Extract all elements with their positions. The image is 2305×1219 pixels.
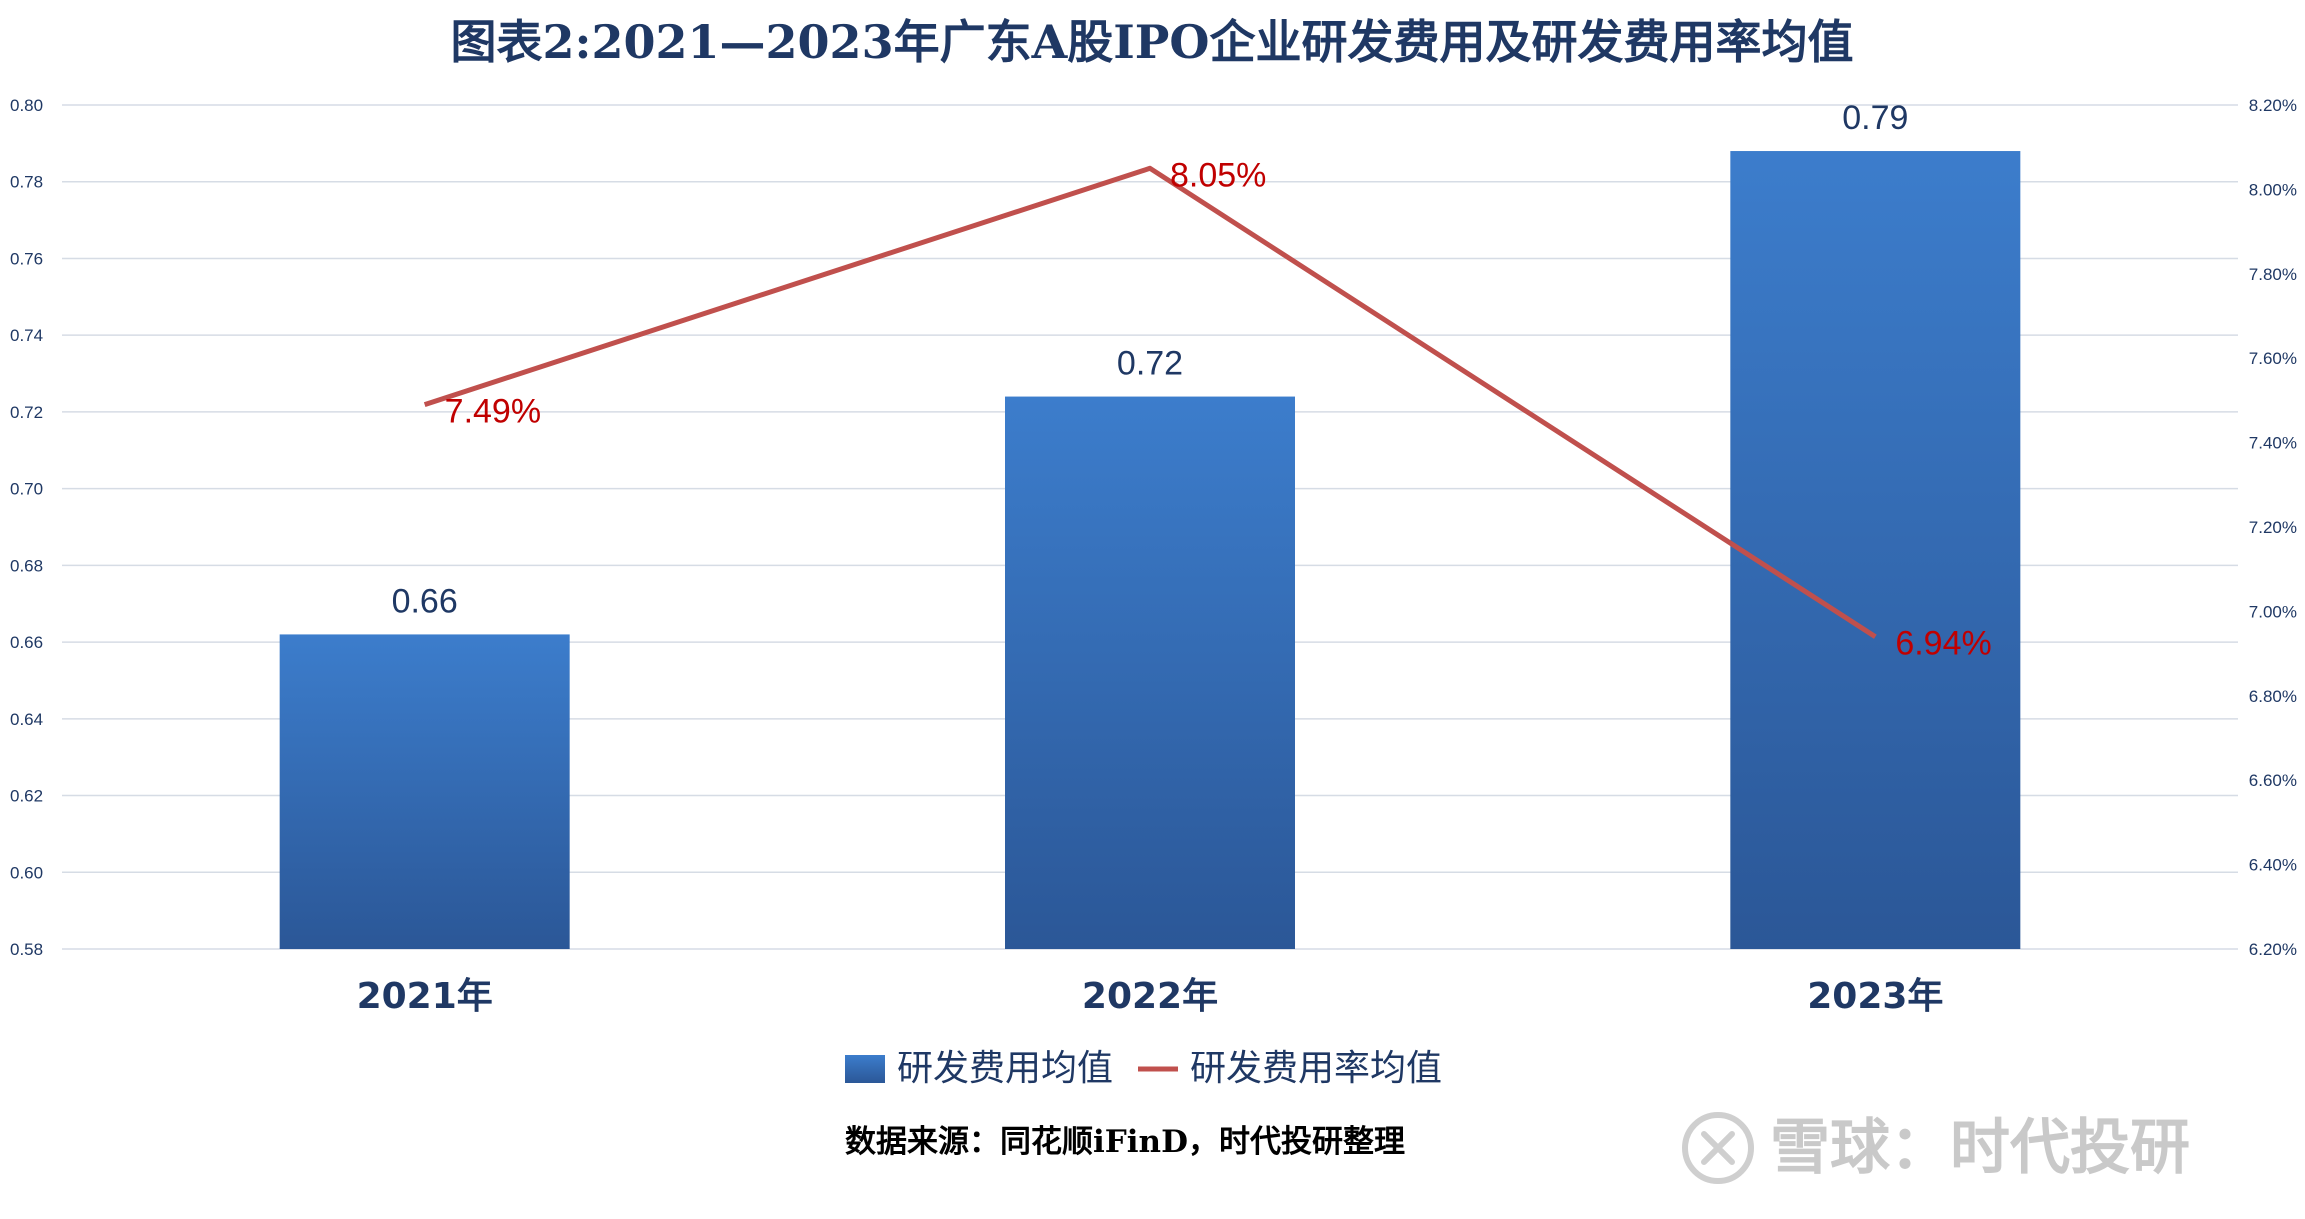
left-tick-label: 0.70: [10, 480, 43, 499]
left-tick-label: 0.74: [10, 326, 43, 345]
right-tick-label: 6.40%: [2249, 856, 2297, 875]
line-data-label: 7.49%: [445, 393, 541, 431]
left-tick-label: 0.62: [10, 787, 43, 806]
bar-data-label: 0.66: [392, 582, 458, 620]
watermark-text: 雪球：时代投研: [1770, 1113, 2190, 1183]
series-line: [423, 165, 1877, 639]
legend-bar-swatch: [845, 1055, 885, 1083]
bar: [1005, 396, 1295, 950]
left-tick-label: 0.72: [10, 403, 43, 422]
line-data-label: 6.94%: [1895, 625, 1991, 663]
source-note: 数据来源：同花顺iFinD，时代投研整理: [845, 1124, 1405, 1160]
bar-data-labels: 0.66 0.72 0.79: [392, 99, 1909, 620]
line-data-labels: 7.49% 8.05% 6.94%: [445, 156, 1992, 662]
legend-bar-label: 研发费用均值: [897, 1048, 1113, 1089]
right-tick-label: 6.20%: [2249, 940, 2297, 959]
left-tick-label: 0.66: [10, 633, 43, 652]
legend: 研发费用均值 研发费用率均值: [845, 1048, 1442, 1089]
right-tick-label: 7.00%: [2249, 602, 2297, 621]
left-tick-label: 0.58: [10, 940, 43, 959]
category-label: 2022年: [1082, 976, 1218, 1017]
chart-title: 图表2:2021—2023年广东A股IPO企业研发费用及研发费用率均值: [451, 15, 1854, 69]
snowball-logo-icon: [1682, 1112, 1754, 1184]
left-tick-label: 0.60: [10, 863, 43, 882]
category-labels: 2021年 2022年 2023年: [357, 976, 1944, 1017]
bar: [279, 634, 570, 949]
right-tick-label: 7.60%: [2249, 349, 2297, 368]
category-label: 2023年: [1807, 976, 1943, 1017]
right-tick-label: 7.80%: [2249, 265, 2297, 284]
right-tick-label: 7.40%: [2249, 434, 2297, 453]
right-tick-label: 8.00%: [2249, 180, 2297, 199]
bar-series: [279, 151, 2021, 950]
right-tick-label: 6.60%: [2249, 771, 2297, 790]
right-axis: 6.20% 6.40% 6.60% 6.80% 7.00% 7.20% 7.40% 7.60%…: [2249, 96, 2297, 959]
left-tick-label: 0.78: [10, 173, 43, 192]
left-tick-label: 0.68: [10, 556, 43, 575]
left-tick-label: 0.76: [10, 249, 43, 268]
category-label: 2021年: [357, 976, 493, 1017]
bar-data-label: 0.79: [1842, 99, 1908, 137]
right-tick-label: 6.80%: [2249, 687, 2297, 706]
bar-data-label: 0.72: [1117, 345, 1183, 383]
line-data-label: 8.05%: [1170, 156, 1266, 194]
left-tick-label: 0.64: [10, 710, 43, 729]
left-tick-label: 0.80: [10, 96, 43, 115]
right-tick-label: 8.20%: [2249, 96, 2297, 115]
left-axis: 0.58 0.60 0.62 0.64 0.66 0.68 0.70 0.72 0.74 0.76…: [10, 96, 43, 959]
legend-line-label: 研发费用率均值: [1190, 1048, 1442, 1089]
line-series: [423, 165, 1877, 639]
right-tick-label: 7.20%: [2249, 518, 2297, 537]
watermark: 雪球：时代投研: [1682, 1112, 2190, 1184]
bar: [1730, 151, 2021, 949]
